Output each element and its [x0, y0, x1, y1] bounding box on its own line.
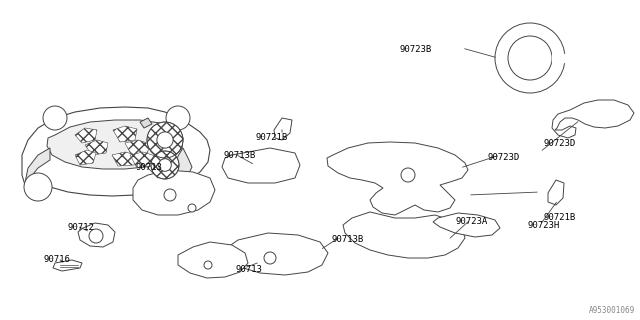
Polygon shape: [78, 223, 115, 247]
Circle shape: [264, 252, 276, 264]
Text: 90713B: 90713B: [332, 236, 364, 244]
Circle shape: [188, 204, 196, 212]
Polygon shape: [548, 180, 564, 205]
Circle shape: [24, 173, 52, 201]
Text: 90713: 90713: [135, 163, 162, 172]
Text: 90723D: 90723D: [543, 139, 575, 148]
Polygon shape: [130, 152, 155, 168]
Polygon shape: [85, 140, 108, 155]
Polygon shape: [222, 148, 300, 183]
Circle shape: [151, 151, 179, 179]
Text: 90716: 90716: [44, 255, 71, 265]
Polygon shape: [133, 170, 215, 215]
Polygon shape: [274, 118, 292, 140]
Circle shape: [157, 132, 173, 148]
Polygon shape: [170, 148, 192, 187]
Text: 90721B: 90721B: [543, 213, 575, 222]
Polygon shape: [343, 212, 465, 258]
Text: 90712: 90712: [68, 223, 95, 233]
Circle shape: [495, 23, 565, 93]
Circle shape: [159, 159, 172, 171]
Circle shape: [204, 261, 212, 269]
Text: A953001069: A953001069: [589, 306, 635, 315]
Text: 90713: 90713: [235, 266, 262, 275]
Polygon shape: [178, 242, 248, 278]
Circle shape: [147, 122, 183, 158]
Circle shape: [401, 168, 415, 182]
Text: 90713B: 90713B: [224, 151, 256, 161]
Polygon shape: [552, 54, 567, 62]
Polygon shape: [25, 148, 50, 183]
Polygon shape: [75, 150, 96, 165]
Circle shape: [164, 189, 176, 201]
Polygon shape: [552, 100, 634, 138]
Polygon shape: [112, 152, 136, 166]
Text: 90721B: 90721B: [256, 132, 288, 141]
Polygon shape: [228, 233, 328, 275]
Text: 90723A: 90723A: [455, 218, 487, 227]
Circle shape: [89, 229, 103, 243]
Circle shape: [508, 36, 552, 80]
Polygon shape: [22, 107, 210, 196]
Polygon shape: [113, 126, 137, 142]
Polygon shape: [125, 140, 150, 156]
Polygon shape: [47, 120, 183, 169]
Polygon shape: [140, 118, 152, 128]
Text: 90723H: 90723H: [528, 220, 560, 229]
Text: 90723D: 90723D: [488, 153, 520, 162]
Circle shape: [43, 106, 67, 130]
Polygon shape: [327, 142, 468, 215]
Polygon shape: [53, 260, 82, 271]
Circle shape: [161, 176, 189, 204]
Polygon shape: [433, 213, 500, 237]
Polygon shape: [75, 128, 97, 143]
Text: 90723B: 90723B: [400, 45, 432, 54]
Circle shape: [166, 106, 190, 130]
